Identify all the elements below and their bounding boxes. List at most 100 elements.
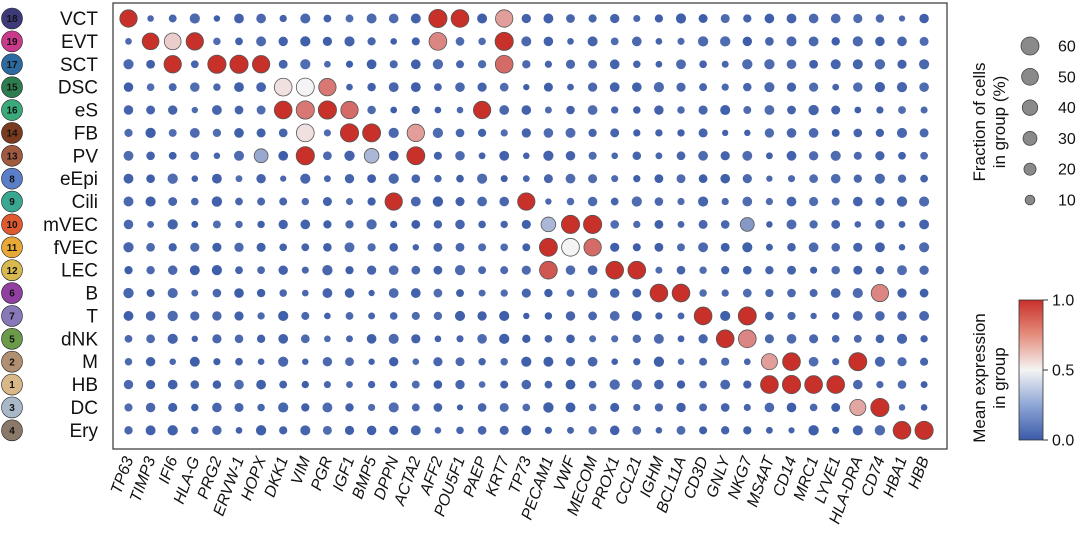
dot	[478, 289, 486, 297]
dot	[389, 425, 399, 435]
dot	[919, 13, 929, 24]
dot	[611, 152, 619, 160]
dot	[677, 243, 685, 252]
dot	[852, 311, 863, 321]
dot	[477, 128, 487, 138]
dot	[213, 152, 221, 160]
dot	[189, 265, 200, 276]
dot	[454, 265, 466, 276]
dot	[765, 152, 773, 160]
dot	[611, 358, 619, 366]
dot	[588, 151, 597, 160]
dot	[522, 152, 530, 160]
dot	[611, 175, 619, 183]
dot-highlight	[583, 214, 603, 234]
dot	[875, 197, 885, 206]
cluster-badge-number: 13	[6, 151, 18, 162]
dot	[830, 150, 841, 161]
dot	[211, 196, 223, 207]
dot	[588, 380, 597, 389]
dot	[366, 333, 377, 344]
dot	[676, 380, 686, 389]
dot	[367, 380, 376, 389]
cluster-badge	[1, 373, 23, 396]
dot	[300, 36, 311, 47]
dot	[609, 379, 620, 390]
dot	[234, 334, 244, 344]
cluster-badge-number: 3	[9, 403, 15, 414]
cluster-badge-number: 17	[6, 60, 18, 71]
dot	[566, 14, 575, 23]
dot	[764, 82, 775, 93]
dot	[147, 15, 154, 22]
dot	[720, 13, 730, 24]
dot	[831, 197, 840, 206]
dot	[764, 334, 774, 344]
size-legend-label: 40	[1058, 100, 1076, 117]
dot	[410, 288, 421, 298]
dot	[322, 356, 333, 367]
dot	[808, 242, 819, 253]
dot	[322, 197, 332, 207]
dot	[786, 150, 797, 161]
dot	[543, 402, 554, 413]
dot	[190, 151, 200, 161]
dot	[234, 242, 244, 252]
cluster-badge-number: 9	[9, 197, 15, 208]
dot	[610, 242, 620, 252]
dot	[743, 358, 751, 366]
dot	[721, 357, 730, 366]
dot	[875, 311, 885, 321]
dot	[279, 426, 288, 435]
dot	[190, 380, 200, 389]
dot	[279, 197, 288, 206]
dot	[809, 174, 818, 184]
dot	[256, 173, 266, 184]
dot	[411, 174, 421, 183]
dot	[589, 335, 597, 343]
dot	[566, 334, 575, 344]
cluster-badge	[1, 396, 23, 419]
dot	[235, 357, 243, 366]
dot	[478, 152, 486, 160]
dot	[147, 220, 155, 228]
dot	[368, 403, 376, 412]
dot	[720, 403, 730, 412]
dot	[323, 14, 332, 23]
dot	[146, 151, 155, 161]
dot	[743, 426, 752, 435]
dot	[609, 59, 620, 70]
dot	[897, 265, 907, 276]
dot-highlight	[495, 9, 514, 28]
cluster-badge-number: 19	[6, 37, 18, 48]
dot	[454, 310, 466, 321]
dot	[433, 288, 443, 298]
dot	[279, 289, 287, 297]
dot	[697, 36, 709, 47]
dot	[190, 242, 200, 252]
dot	[610, 13, 620, 24]
dot	[190, 311, 200, 321]
dot	[522, 334, 531, 343]
dot	[235, 37, 243, 46]
cluster-badge-number: 11	[7, 243, 18, 254]
dot	[632, 243, 641, 252]
dot	[499, 105, 510, 115]
dot	[301, 311, 310, 320]
dot-highlight	[914, 420, 934, 440]
dot	[456, 60, 464, 69]
dot	[235, 426, 243, 434]
dot	[676, 82, 686, 92]
dot-highlight	[517, 192, 536, 211]
dot	[766, 175, 773, 182]
dot	[677, 358, 685, 365]
dot	[146, 289, 155, 298]
dot	[787, 265, 796, 275]
dot	[146, 83, 155, 91]
dot-highlight	[826, 375, 845, 394]
dot	[698, 334, 708, 344]
dot	[522, 403, 531, 412]
dot	[367, 197, 376, 206]
dot	[278, 59, 288, 69]
dot	[720, 36, 731, 47]
